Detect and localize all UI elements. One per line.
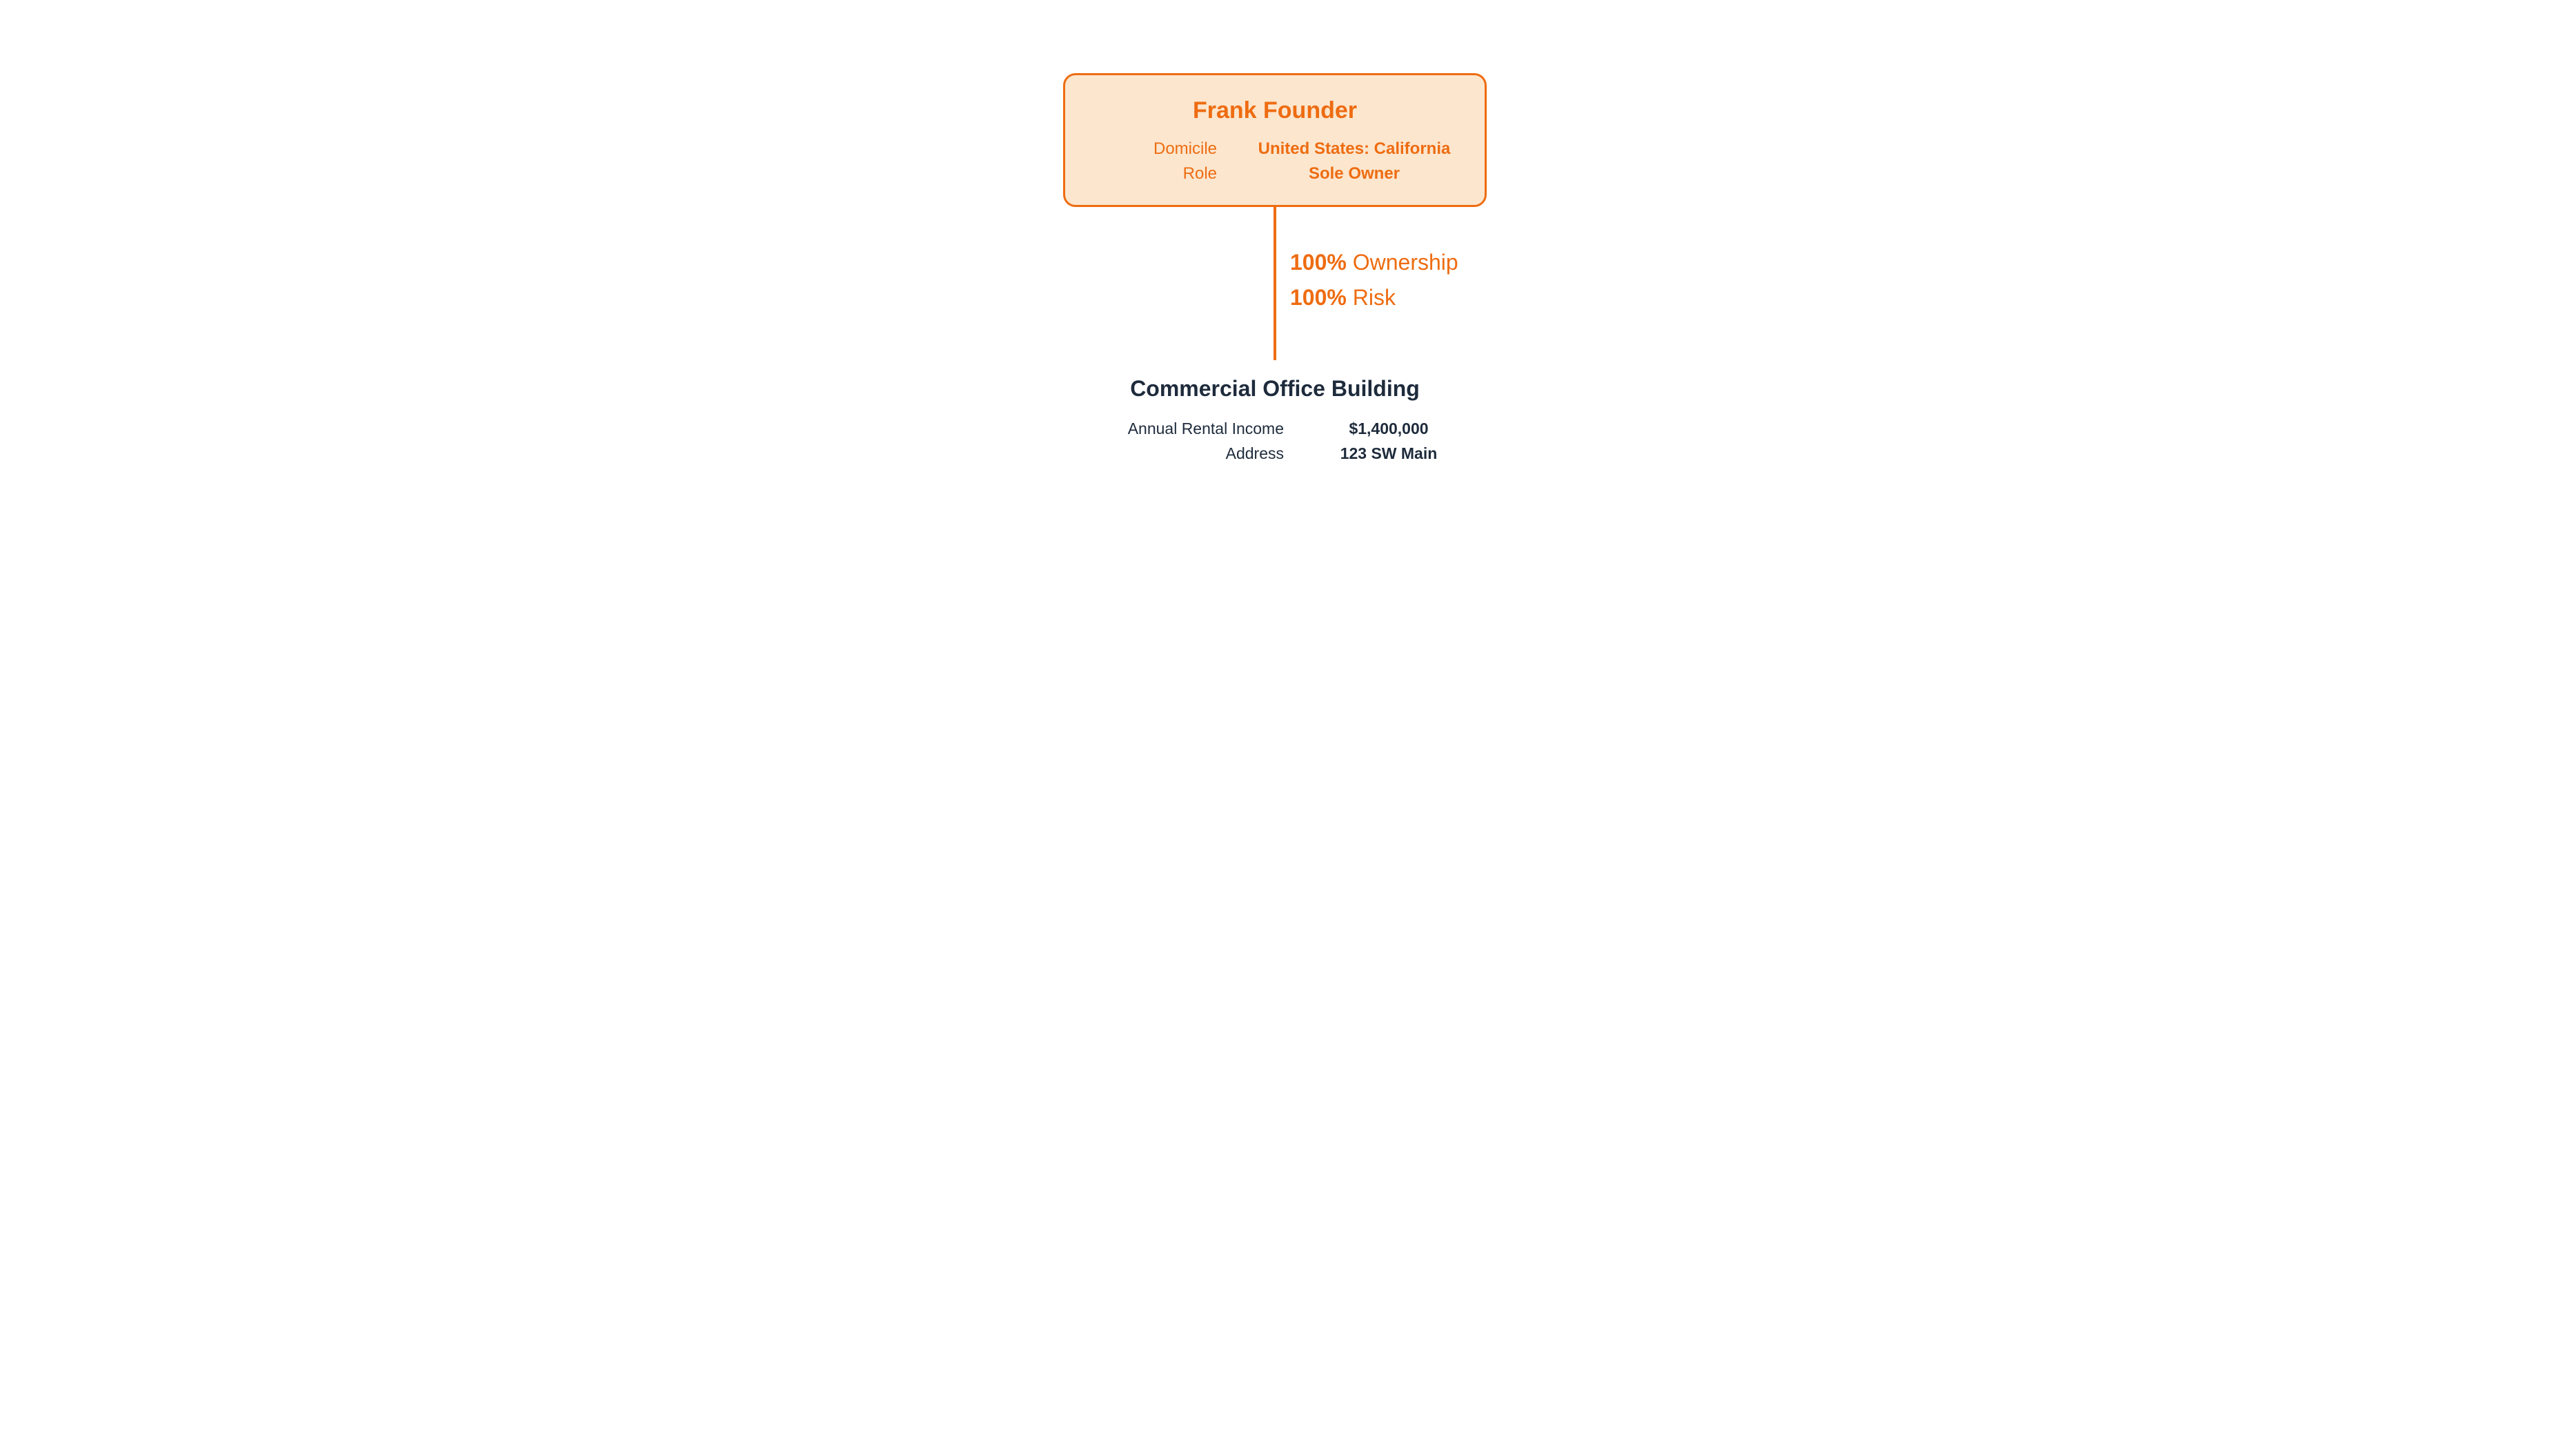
owner-row-domicile: Domicile United States: California — [1065, 137, 1485, 161]
asset-row-address: Address 123 SW Main — [1063, 442, 1487, 466]
edge-line — [1274, 207, 1276, 360]
asset-row-income-value: $1,400,000 — [1291, 417, 1487, 442]
owner-row-role: Role Sole Owner — [1065, 161, 1485, 186]
asset-row-address-label: Address — [1063, 442, 1291, 466]
edge-label-risk-percent: 100% — [1290, 285, 1347, 310]
owner-row-domicile-value: United States: California — [1224, 137, 1485, 161]
asset-row-address-value: 123 SW Main — [1291, 442, 1487, 466]
owner-row-domicile-label: Domicile — [1065, 137, 1224, 161]
owner-node-title: Frank Founder — [1065, 97, 1485, 124]
asset-node-title: Commercial Office Building — [1063, 376, 1487, 402]
owner-row-role-label: Role — [1065, 161, 1224, 186]
owner-node: Frank Founder Domicile United States: Ca… — [1063, 73, 1487, 207]
edge-label-ownership-text: Ownership — [1353, 250, 1458, 275]
asset-row-income: Annual Rental Income $1,400,000 — [1063, 417, 1487, 442]
asset-node: Commercial Office Building Annual Rental… — [1063, 376, 1487, 466]
asset-row-income-label: Annual Rental Income — [1063, 417, 1291, 442]
edge-label-risk: 100% Risk — [1290, 280, 1458, 315]
edge-label-ownership: 100% Ownership — [1290, 245, 1458, 280]
edge-label-ownership-percent: 100% — [1290, 250, 1347, 275]
ownership-diagram: Frank Founder Domicile United States: Ca… — [773, 0, 1803, 580]
edge-labels: 100% Ownership 100% Risk — [1290, 245, 1458, 315]
edge-label-risk-text: Risk — [1353, 285, 1396, 310]
owner-row-role-value: Sole Owner — [1224, 161, 1485, 186]
